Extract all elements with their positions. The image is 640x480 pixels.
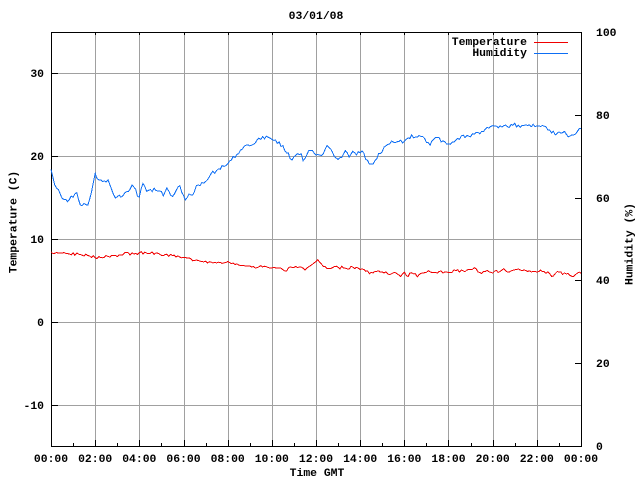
svg-text:18:00: 18:00	[431, 454, 465, 466]
svg-text:100: 100	[596, 28, 617, 40]
svg-text:80: 80	[596, 111, 610, 123]
svg-text:00:00: 00:00	[564, 454, 598, 466]
svg-text:20: 20	[30, 152, 44, 164]
svg-text:Temperature (C): Temperature (C)	[9, 171, 21, 274]
svg-text:0: 0	[596, 442, 603, 454]
svg-text:14:00: 14:00	[343, 454, 377, 466]
svg-text:Time GMT: Time GMT	[290, 468, 345, 480]
svg-text:06:00: 06:00	[166, 454, 200, 466]
svg-text:20: 20	[596, 359, 610, 371]
svg-text:02:00: 02:00	[78, 454, 112, 466]
svg-text:00:00: 00:00	[34, 454, 68, 466]
svg-text:10: 10	[30, 235, 44, 247]
svg-text:03/01/08: 03/01/08	[289, 11, 344, 23]
svg-text:16:00: 16:00	[387, 454, 421, 466]
svg-text:Temperature: Temperature	[452, 37, 527, 49]
svg-text:04:00: 04:00	[122, 454, 156, 466]
svg-text:20:00: 20:00	[476, 454, 510, 466]
svg-text:08:00: 08:00	[211, 454, 245, 466]
svg-text:60: 60	[596, 194, 610, 206]
svg-text:0: 0	[37, 318, 44, 330]
svg-text:10:00: 10:00	[255, 454, 289, 466]
svg-text:30: 30	[30, 69, 44, 81]
svg-text:Humidity: Humidity	[472, 48, 527, 60]
svg-text:12:00: 12:00	[299, 454, 333, 466]
svg-text:Humidity (%): Humidity (%)	[625, 203, 637, 285]
svg-text:-10: -10	[23, 401, 44, 413]
svg-text:22:00: 22:00	[520, 454, 554, 466]
svg-text:40: 40	[596, 276, 610, 288]
